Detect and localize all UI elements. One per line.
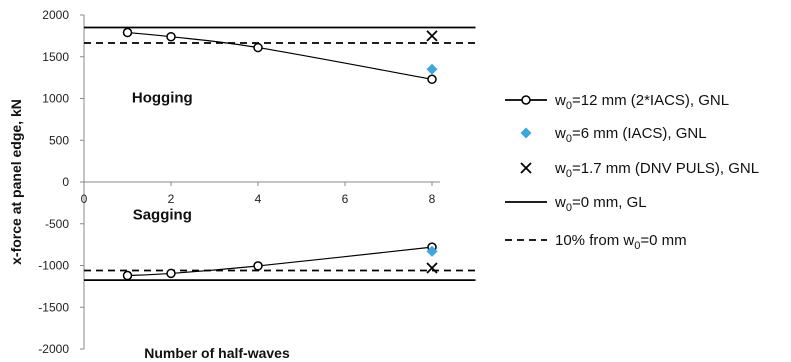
- y-tick-label: 0: [62, 175, 69, 189]
- legend-item-0: w0=12 mm (2*IACS), GNL: [505, 92, 729, 112]
- y-tick-label: 1500: [42, 50, 69, 64]
- x-tick-label: 6: [342, 192, 349, 206]
- x-axis-title: Number of half-waves: [144, 345, 290, 361]
- series-0-point-0-2: [253, 42, 263, 53]
- x-stroke: [426, 30, 438, 42]
- legend-item-1: w0=6 mm (IACS), GNL: [520, 125, 707, 145]
- legend-label: w0=1.7 mm (DNV PULS), GNL: [554, 160, 759, 180]
- y-tick-label: 500: [49, 133, 69, 147]
- series-1-point-0-0: [426, 63, 438, 75]
- y-tick-label: -500: [45, 217, 69, 231]
- data-series: [122, 27, 438, 281]
- legend-marker: [520, 127, 532, 139]
- series-0-point-0-3: [427, 74, 437, 85]
- x-tick-label: 8: [429, 192, 436, 206]
- legend-marker: [520, 162, 532, 174]
- x-tick-label: 0: [81, 192, 88, 206]
- series-0-point-0-0: [122, 27, 133, 38]
- legend-label: 10% from w0=0 mm: [555, 232, 687, 252]
- y-tick-label: -2000: [38, 342, 69, 356]
- series-2-point-1-0: [426, 262, 438, 274]
- x-stroke: [520, 162, 532, 174]
- legend-item-4: 10% from w0=0 mm: [505, 232, 687, 252]
- series-0-curve-0: [127, 31, 433, 80]
- reference-lines: [84, 26, 476, 282]
- series-0-point-1-2: [253, 261, 263, 271]
- legend-item-3: w0=0 mm, GL: [505, 194, 647, 214]
- y-tick-label: -1000: [38, 259, 69, 273]
- x-stroke: [426, 262, 438, 274]
- legend-label: w0=12 mm (2*IACS), GNL: [554, 92, 729, 112]
- legend-item-2: w0=1.7 mm (DNV PULS), GNL: [520, 160, 759, 180]
- y-tick-label: -1500: [38, 300, 69, 314]
- x-tick-label: 4: [255, 192, 262, 206]
- series-0-point-1-1: [166, 268, 176, 279]
- legend-marker: [521, 95, 531, 105]
- legend-label: w0=6 mm (IACS), GNL: [554, 125, 707, 145]
- y-tick-label: 2000: [42, 8, 69, 22]
- series-1-point-1-0: [426, 245, 438, 257]
- legend: w0=12 mm (2*IACS), GNL w0=6 mm (IACS), GN…: [505, 92, 759, 252]
- series-0-curve-1: [127, 246, 433, 277]
- axes: -2000 -1500 -1000 -500 0 500 1000 1500 2000 0 2 4 6 8: [38, 8, 440, 356]
- y-tick-label: 1000: [42, 92, 69, 106]
- legend-label: w0=0 mm, GL: [554, 194, 647, 214]
- x-tick-label: 2: [168, 192, 175, 206]
- annotation-hogging: Hogging: [132, 90, 193, 107]
- chart-text: x-force at panel edge, kN Number of half-…: [8, 90, 290, 361]
- series-2-point-0-0: [426, 30, 438, 42]
- series-0-point-1-0: [122, 270, 133, 281]
- annotation-sagging: Sagging: [133, 207, 192, 224]
- series-0-point-0-1: [166, 31, 176, 42]
- y-axis-title: x-force at panel edge, kN: [8, 99, 24, 265]
